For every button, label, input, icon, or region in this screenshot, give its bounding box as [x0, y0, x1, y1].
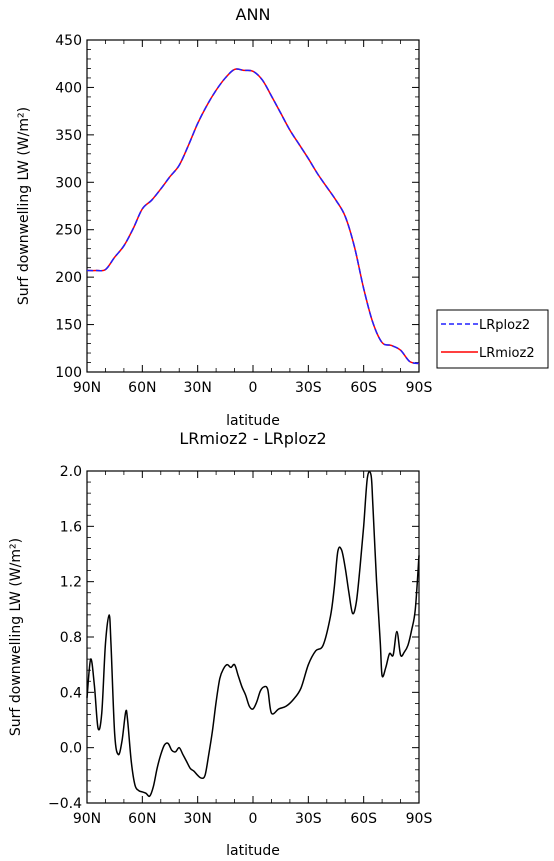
top-y-tick-label: 400: [55, 80, 82, 96]
top-y-tick-label: 450: [55, 33, 82, 49]
top-title: ANN: [236, 5, 271, 24]
top-x-tick-label: 90N: [73, 380, 101, 396]
bottom-y-tick-label: −0.4: [48, 796, 82, 812]
bottom-x-tick-label: 30S: [295, 811, 322, 827]
bottom-title: LRmioz2 - LRploz2: [179, 429, 326, 448]
top-y-axis-title: Surf downwelling LW (W/m²): [16, 107, 32, 305]
top-series: [86, 68, 420, 365]
top-y-tick-label: 350: [55, 128, 82, 144]
legend-box: [436, 309, 549, 369]
bottom-panel: LRmioz2 - LRploz2 90N 60N 30N 0 30S 60S 90S −0.…: [8, 429, 432, 859]
top-x-tick-label: 90S: [406, 380, 433, 396]
bottom-y-tick-label: 2.0: [60, 464, 82, 480]
bottom-series-line-difference: [86, 470, 420, 798]
bottom-series: [86, 470, 420, 798]
bottom-y-tick-label: 1.2: [60, 575, 82, 591]
bottom-x-axis-title: latitude: [226, 843, 280, 859]
top-series-line-lrploz2: [86, 68, 420, 365]
bottom-plot-frame: [86, 470, 420, 804]
top-panel: ANN 90N 60N 30N 0 30S 60S 90S 100 150 200 250 300 35…: [16, 5, 432, 429]
top-y-tick-label: 100: [55, 365, 82, 381]
bottom-y-tick-label: 0.4: [60, 685, 82, 701]
top-plot-frame: [86, 39, 420, 373]
top-x-tick-label: 60N: [128, 380, 156, 396]
legend: LRploz2 LRmioz2: [436, 309, 549, 369]
legend-label-lrmioz2: LRmioz2: [479, 346, 535, 361]
top-y-tick-label: 200: [55, 270, 82, 286]
top-y-tick-label: 150: [55, 318, 82, 334]
top-series-line-lrmioz2: [86, 68, 420, 365]
top-x-tick-label: 30S: [295, 380, 322, 396]
bottom-x-tick-label: 30N: [184, 811, 212, 827]
bottom-x-tick-label: 90N: [73, 811, 101, 827]
top-x-tick-label: 30N: [184, 380, 212, 396]
legend-label-lrploz2: LRploz2: [479, 318, 530, 333]
top-x-tick-label: 0: [249, 380, 258, 396]
bottom-x-tick-label: 60S: [350, 811, 377, 827]
top-y-tick-label: 300: [55, 175, 82, 191]
bottom-x-tick-label: 90S: [406, 811, 433, 827]
top-x-axis-title: latitude: [226, 413, 280, 429]
bottom-y-axis-title: Surf downwelling LW (W/m²): [8, 538, 24, 736]
bottom-y-tick-label: 0.8: [60, 630, 82, 646]
bottom-x-tick-label: 0: [249, 811, 258, 827]
top-ticks: 90N 60N 30N 0 30S 60S 90S 100 150 200 250 300 350 400…: [55, 33, 432, 396]
bottom-ticks: 90N 60N 30N 0 30S 60S 90S −0.4 0.0 0.4 0.8 1.2 1.6 2.…: [48, 464, 432, 827]
bottom-y-tick-label: 0.0: [60, 741, 82, 757]
top-x-tick-label: 60S: [350, 380, 377, 396]
bottom-x-tick-label: 60N: [128, 811, 156, 827]
top-y-tick-label: 250: [55, 223, 82, 239]
bottom-y-tick-label: 1.6: [60, 519, 82, 535]
